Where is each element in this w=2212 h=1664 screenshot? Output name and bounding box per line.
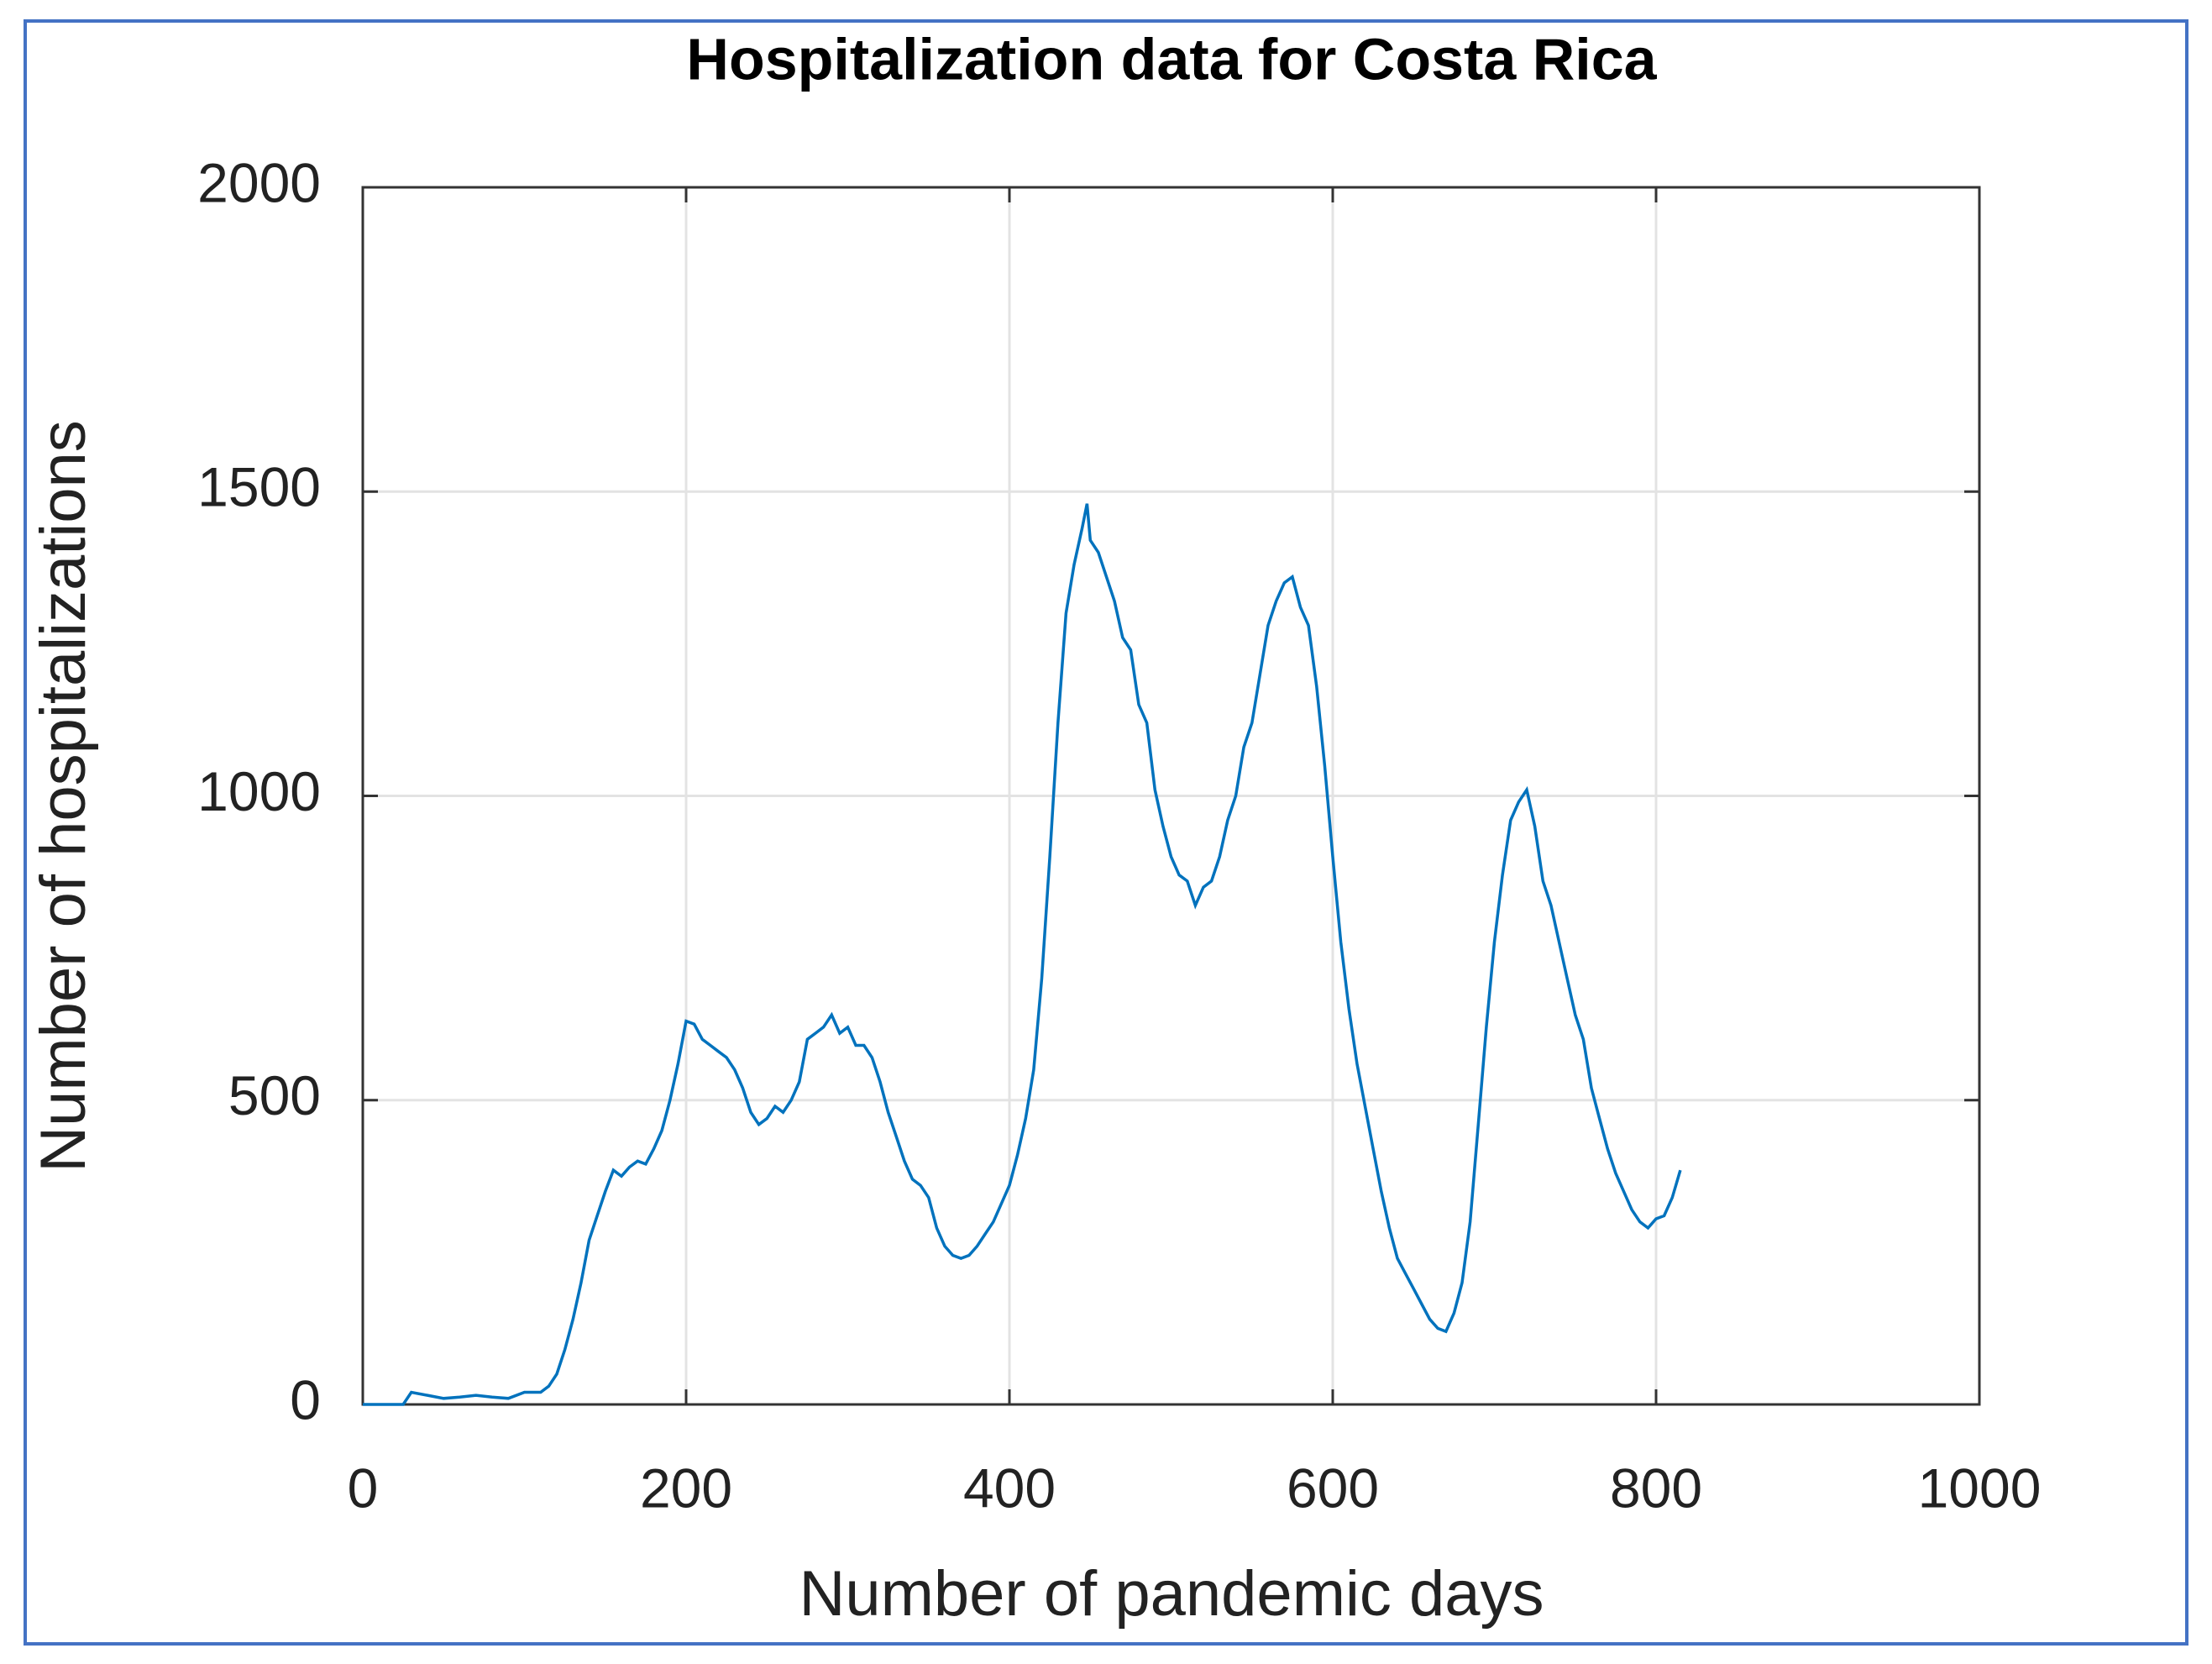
y-tick-label: 1500 (197, 456, 321, 518)
x-tick-label: 400 (963, 1457, 1056, 1519)
x-tick-label: 600 (1287, 1457, 1379, 1519)
y-tick-label: 1000 (197, 760, 321, 822)
frame (24, 19, 2188, 1646)
x-tick-label: 200 (640, 1457, 732, 1519)
plot-box (361, 186, 1981, 1406)
y-tick-label: 2000 (197, 151, 321, 213)
y-axis-label: Number of hospitalizations (28, 420, 99, 1173)
y-tick-label: 0 (290, 1368, 321, 1430)
chart-title: Hospitalization data for Costa Rica (686, 26, 1657, 92)
data-line (363, 503, 1682, 1406)
x-axis-label: Number of pandemic days (799, 1558, 1544, 1630)
x-tick-label: 0 (348, 1457, 379, 1519)
x-tick-label: 1000 (1918, 1457, 2042, 1519)
x-tick-label: 800 (1610, 1457, 1702, 1519)
y-tick-label: 500 (228, 1064, 321, 1126)
